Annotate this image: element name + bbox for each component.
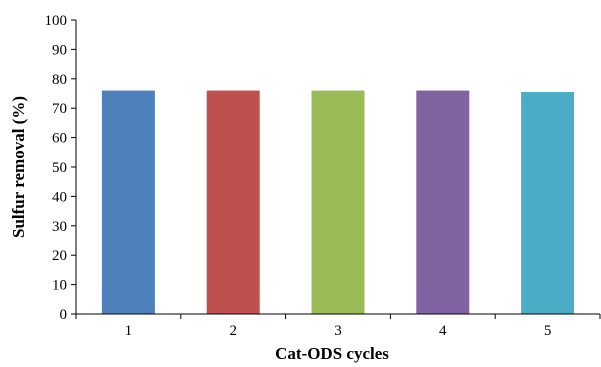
y-tick-label-30: 30 — [52, 219, 67, 235]
y-tick-label-70: 70 — [52, 101, 67, 117]
bar-1 — [101, 90, 155, 314]
y-tick-label-10: 10 — [52, 278, 67, 294]
y-tick-label-90: 90 — [52, 42, 67, 58]
x-tick-label-2: 2 — [229, 323, 237, 339]
y-tick-label-80: 80 — [52, 72, 67, 88]
bar-5 — [521, 92, 575, 314]
y-tick-label-60: 60 — [52, 131, 67, 147]
bar-2 — [206, 90, 260, 314]
x-tick-label-1: 1 — [125, 323, 133, 339]
bar-3 — [311, 90, 365, 314]
y-axis-title: Sulfur removal (%) — [9, 96, 28, 238]
x-axis-title: Cat-ODS cycles — [275, 344, 389, 363]
y-tick-label-0: 0 — [60, 307, 68, 323]
bars-layer — [101, 90, 575, 314]
y-tick-label-40: 40 — [52, 189, 67, 205]
x-tick-label-5: 5 — [544, 323, 552, 339]
x-tick-label-4: 4 — [439, 323, 447, 339]
y-tick-label-100: 100 — [45, 13, 68, 29]
y-tick-label-50: 50 — [52, 160, 67, 176]
labels-layer: 0 10 20 30 40 50 60 70 80 90 100 1 2 3 4 5 — [45, 13, 552, 339]
axes-layer — [71, 19, 601, 319]
bar-4 — [416, 90, 470, 314]
y-tick-label-20: 20 — [52, 248, 67, 264]
x-tick-label-3: 3 — [334, 323, 342, 339]
